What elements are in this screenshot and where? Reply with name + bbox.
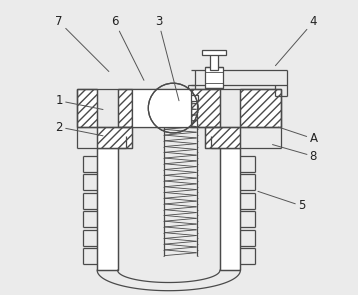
Bar: [191, 89, 220, 127]
Text: 4: 4: [275, 15, 317, 66]
Bar: [205, 127, 240, 148]
Text: 6: 6: [111, 15, 144, 80]
Text: A: A: [279, 127, 318, 145]
Bar: [97, 127, 132, 148]
Bar: [97, 127, 132, 148]
Text: 7: 7: [55, 15, 109, 71]
Text: 1: 1: [55, 94, 103, 109]
Bar: [163, 95, 198, 101]
Bar: [240, 89, 281, 127]
Bar: [220, 148, 240, 270]
Bar: [97, 148, 118, 270]
Bar: [118, 89, 132, 127]
Text: 8: 8: [272, 145, 317, 163]
Bar: [205, 127, 240, 148]
Bar: [77, 89, 97, 127]
Bar: [132, 89, 191, 127]
Bar: [191, 89, 220, 127]
Bar: [205, 67, 223, 88]
Text: 2: 2: [55, 121, 103, 136]
Bar: [202, 50, 226, 55]
Text: 5: 5: [258, 191, 305, 212]
Bar: [77, 89, 97, 127]
Bar: [210, 54, 218, 70]
Bar: [118, 89, 132, 127]
Text: 3: 3: [155, 15, 179, 101]
Bar: [240, 89, 281, 127]
